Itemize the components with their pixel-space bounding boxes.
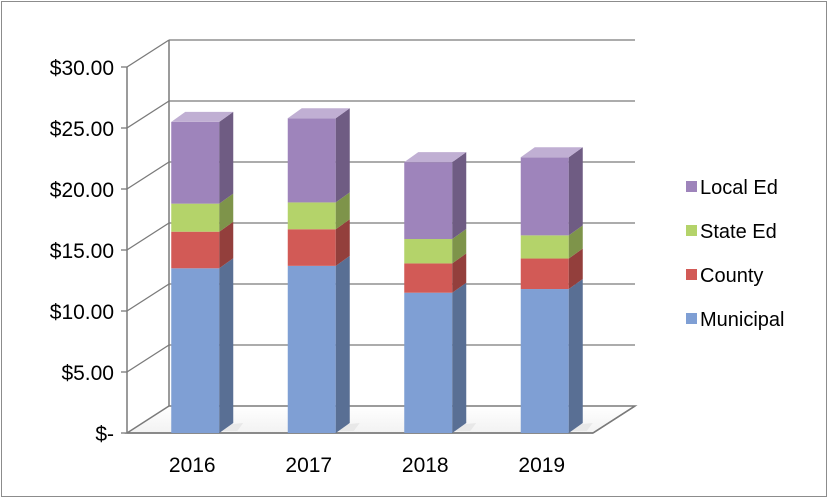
gridline-side [126,222,170,251]
bar-segment-county [404,263,453,293]
bar-segment-county [287,229,336,266]
bars [171,108,593,433]
gridline-side [126,344,170,373]
bar-side [568,248,583,290]
bar-top [287,108,350,119]
legend-swatch [686,225,697,236]
bar-side [452,253,467,293]
bar-side [452,229,467,264]
bar-segment-state-ed [171,203,220,232]
y-tick-label: $5.00 [61,362,114,385]
bar-segment-municipal [287,265,336,433]
x-tick-label: 2018 [402,454,449,477]
bar-segment-municipal [404,292,453,433]
bar-side [568,279,583,433]
bar-top [404,152,467,163]
y-tick-label: $30.00 [50,57,114,80]
legend-swatch [686,181,697,192]
bar-side [452,282,467,433]
gridline-side [126,161,170,190]
bar-segment-local-ed [404,162,453,240]
bar-top [171,111,234,122]
y-tick-label: $20.00 [50,179,114,202]
bar-side [335,219,350,266]
bar-segment-local-ed [520,157,569,236]
legend-swatch [686,269,697,280]
bar-side [335,255,350,433]
y-tick-label: $- [95,423,114,446]
gridline-side [126,100,170,129]
bar-segment-local-ed [171,121,220,204]
bar-side [335,108,350,203]
bar-side [568,147,583,236]
legend-label: Municipal [700,309,784,331]
bar-side [219,258,234,433]
legend-label: County [700,265,763,287]
legend-swatch [686,313,697,324]
x-tick-label: 2019 [518,454,565,477]
legend: Local Ed State Ed County Municipal [686,177,784,331]
x-axis-tick-labels: 2016 2017 2018 2019 [169,454,565,477]
bar-segment-county [520,258,569,290]
y-tick-label: $25.00 [50,118,114,141]
y-axis-tick-labels: $- $5.00 $10.00 $15.00 $20.00 $25.00 $30.00 [50,57,114,446]
bar-segment-municipal [171,268,220,433]
bar-segment-state-ed [520,235,569,259]
bar-side [335,192,350,230]
x-tick-label: 2017 [285,454,332,477]
bar-stack-2018 [404,152,477,433]
bar-segment-state-ed [287,202,336,230]
gridline-side [126,283,170,312]
gridline-side [126,39,170,68]
bar-segment-local-ed [287,118,336,203]
bar-side [219,193,234,232]
bar-stack-2016 [171,111,244,433]
legend-label: State Ed [700,221,777,243]
y-tick-label: $10.00 [50,301,114,324]
bar-segment-state-ed [404,239,453,264]
bar-stack-2019 [520,147,593,433]
bar-top [520,147,583,158]
bar-side [452,152,467,240]
x-tick-label: 2016 [169,454,216,477]
floor-right-edge [592,405,636,434]
bar-segment-county [171,231,220,269]
y-tick-label: $15.00 [50,240,114,263]
bar-side [219,111,234,204]
bar-stack-2017 [287,108,360,433]
bar-side [568,225,583,259]
bar-segment-municipal [520,289,569,433]
bar-side [219,221,234,269]
legend-label: Local Ed [700,177,778,199]
